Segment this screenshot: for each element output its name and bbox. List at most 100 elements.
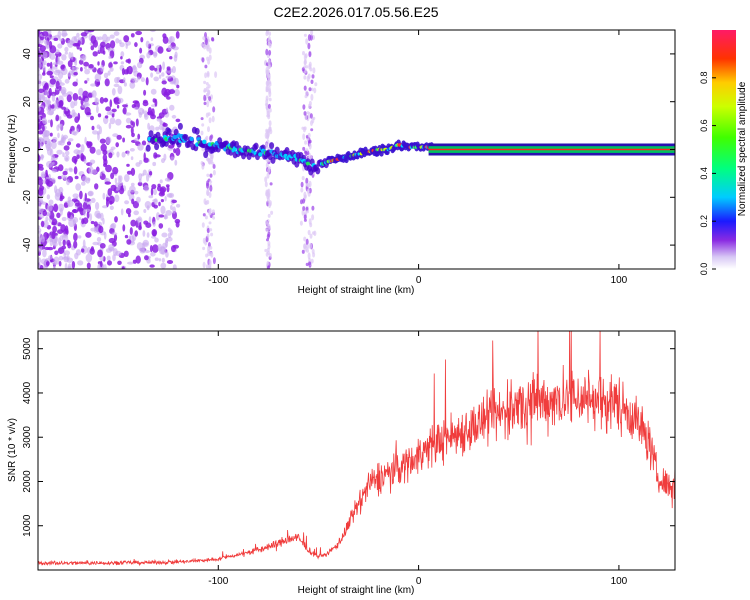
streak-blob (268, 126, 272, 132)
noise-blob (84, 136, 87, 145)
noise-blob (137, 133, 141, 140)
streak-blob (267, 41, 271, 47)
noise-blob (99, 173, 103, 177)
noise-blob (38, 94, 43, 99)
noise-blob (50, 91, 57, 97)
noise-blob (111, 113, 115, 118)
noise-blob (144, 201, 152, 209)
noise-blob (126, 67, 129, 75)
noise-blob (38, 36, 41, 44)
noise-blob (126, 239, 132, 245)
noise-blob (75, 202, 80, 207)
streak-blob (267, 59, 271, 67)
streak-blob (308, 103, 312, 109)
noise-blob (129, 227, 133, 235)
streak-blob (301, 249, 305, 254)
noise-blob (84, 80, 88, 84)
noise-blob (149, 264, 155, 268)
noise-blob (102, 217, 105, 225)
noise-blob (64, 51, 69, 55)
noise-blob (81, 181, 86, 186)
noise-blob (72, 209, 77, 213)
noise-blob (146, 51, 151, 59)
noise-blob (130, 167, 136, 176)
noise-blob (63, 145, 70, 151)
streak-blob (265, 95, 269, 101)
noise-blob (76, 42, 80, 50)
noise-blob (115, 118, 122, 126)
streak-blob (309, 242, 312, 250)
noise-blob (70, 125, 75, 132)
streak-blob (266, 110, 270, 116)
noise-blob (83, 66, 87, 70)
noise-blob (153, 76, 159, 82)
ridge-core (177, 122, 183, 130)
noise-blob (135, 30, 143, 36)
noise-blob (88, 64, 94, 69)
noise-blob (66, 91, 73, 96)
noise-blob (143, 220, 149, 225)
noise-blob (64, 78, 70, 84)
noise-blob (38, 106, 41, 112)
noise-blob (98, 225, 104, 234)
noise-blob (154, 237, 159, 243)
noise-blob (161, 257, 165, 263)
noise-blob (153, 188, 157, 196)
noise-blob (99, 243, 106, 249)
streak-blob (308, 218, 312, 225)
streak-blob (305, 182, 309, 187)
noise-blob (176, 203, 181, 208)
streak-blob (265, 142, 269, 150)
noise-blob (64, 46, 69, 53)
noise-blob (56, 60, 64, 65)
streak-blob (265, 48, 269, 56)
noise-blob (102, 33, 108, 43)
streak-blob (209, 180, 213, 184)
noise-blob (90, 220, 95, 225)
noise-blob (132, 121, 136, 128)
streak-blob (306, 75, 310, 82)
noise-blob (176, 84, 180, 89)
noise-blob (91, 169, 98, 174)
noise-blob (114, 77, 120, 84)
noise-blob (58, 260, 62, 267)
streak-blob (201, 57, 205, 63)
noise-blob (175, 31, 180, 39)
noise-blob (51, 168, 58, 173)
noise-blob (38, 67, 41, 72)
noise-blob (106, 255, 111, 261)
noise-blob (134, 138, 140, 142)
snr-line (38, 331, 675, 567)
snr-xlabel: Height of straight line (km) (298, 585, 415, 596)
noise-blob (51, 94, 56, 102)
noise-blob (77, 235, 82, 239)
noise-blob (138, 173, 143, 181)
ridge-core (145, 144, 151, 152)
noise-blob (97, 61, 100, 66)
noise-blob (166, 260, 174, 264)
streak-blob (308, 61, 312, 68)
colorbar-tick-label: 0.4 (699, 167, 709, 180)
noise-blob (166, 185, 170, 193)
noise-blob (38, 197, 43, 204)
noise-blob (175, 147, 181, 156)
noise-blob (114, 216, 118, 223)
streak-blob (205, 264, 209, 269)
y-tick-label: 2000 (22, 470, 33, 493)
streak-blob (310, 79, 314, 85)
noise-blob (121, 266, 125, 269)
streak-blob (303, 111, 307, 116)
noise-blob (52, 137, 58, 142)
noise-blob (113, 61, 118, 65)
noise-blob (61, 54, 67, 61)
noise-blob (66, 257, 74, 263)
noise-blob (159, 179, 163, 184)
noise-blob (73, 232, 78, 242)
snr-panel: -100 0 100 1000 2000 3000 4000 5000 Height of s… (7, 330, 676, 596)
noise-blob (117, 85, 123, 95)
noise-blob (48, 255, 53, 260)
noise-blob (40, 235, 46, 243)
noise-blob (165, 251, 169, 258)
noise-blob (98, 36, 103, 41)
streak-blob (305, 65, 309, 69)
